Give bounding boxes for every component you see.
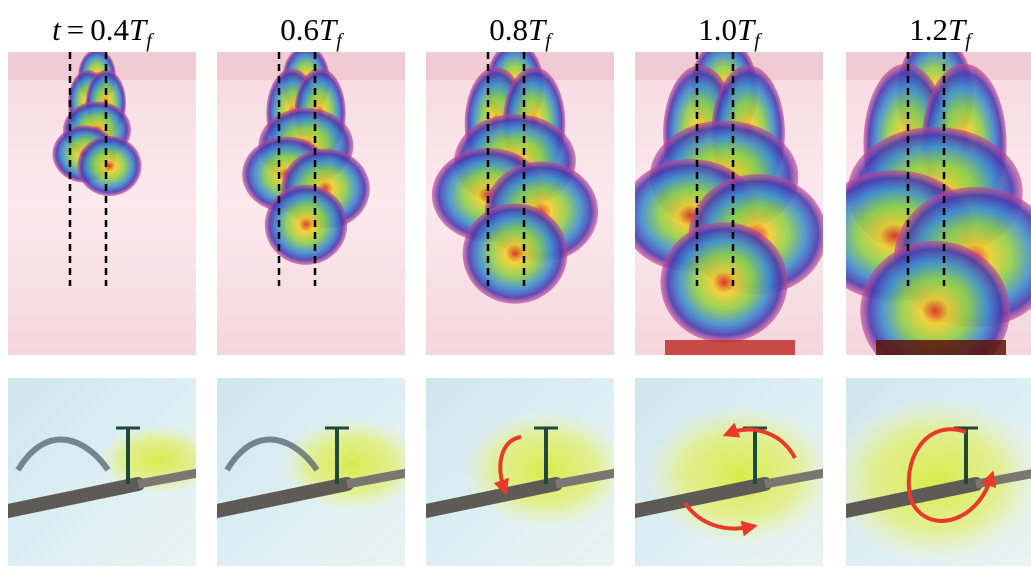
period-subscript: f (965, 30, 973, 52)
column-labels: t=0.4Tf 0.6Tf 0.8Tf 1.0Tf 1.2Tf (52, 12, 973, 52)
coefficient: 1.2 (909, 12, 948, 47)
period-subscript: f (545, 30, 553, 52)
period-subscript: f (754, 30, 762, 52)
panels (3, 35, 1031, 566)
coefficient: 1.0 (698, 12, 737, 47)
plume-image (622, 38, 827, 355)
dye-image (828, 378, 1031, 566)
time-variable: t (52, 12, 62, 47)
time-label: 0.6Tf (280, 12, 344, 52)
plume-blob (265, 185, 347, 265)
coefficient: 0.6 (280, 12, 319, 47)
relation: = (67, 12, 84, 47)
plume-image (813, 35, 1031, 382)
dye-image (630, 378, 836, 566)
time-label: 1.0Tf (698, 12, 762, 52)
time-label: t=0.4Tf (52, 12, 154, 52)
floor-deposit (876, 340, 1006, 355)
plume-blob (463, 203, 568, 303)
time-label: 1.2Tf (909, 12, 973, 52)
plume-image (217, 45, 405, 355)
dye-image (3, 378, 218, 566)
plume-blob (78, 136, 142, 196)
floor-deposit (665, 340, 795, 355)
plume-blob (660, 222, 787, 342)
dye-image (212, 378, 424, 566)
period-subscript: f (336, 30, 344, 52)
plume-image (8, 49, 196, 355)
plume-image (426, 42, 614, 355)
time-label: 0.8Tf (489, 12, 553, 52)
coefficient: 0.8 (489, 12, 528, 47)
plume-blob (860, 241, 1010, 382)
figure: t=0.4Tf 0.6Tf 0.8Tf 1.0Tf 1.2Tf (0, 0, 1031, 571)
period-subscript: f (146, 30, 154, 52)
dye-image (421, 378, 630, 566)
coefficient: 0.4 (90, 12, 129, 47)
